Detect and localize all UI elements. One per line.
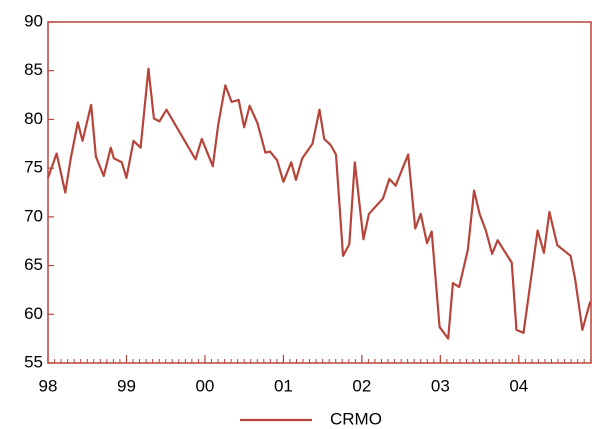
x-tick-label: 04	[509, 376, 528, 395]
x-tick-label: 02	[352, 376, 371, 395]
y-tick-label: 60	[24, 304, 43, 323]
y-tick-label: 80	[24, 109, 43, 128]
y-tick-label: 75	[24, 158, 43, 177]
y-tick-label: 90	[24, 11, 43, 30]
x-tick-label: 03	[431, 376, 450, 395]
x-tick-label: 99	[117, 376, 136, 395]
y-tick-label: 65	[24, 255, 43, 274]
legend-label: CRMO	[330, 409, 382, 428]
x-tick-label: 01	[274, 376, 293, 395]
data-line	[46, 67, 592, 340]
y-tick-label: 70	[24, 206, 43, 225]
plot-frame	[47, 21, 592, 364]
x-tick-label: 98	[39, 376, 58, 395]
x-tick-label: 00	[195, 376, 214, 395]
y-tick-label: 55	[24, 352, 43, 371]
y-tick-label: 85	[24, 60, 43, 79]
